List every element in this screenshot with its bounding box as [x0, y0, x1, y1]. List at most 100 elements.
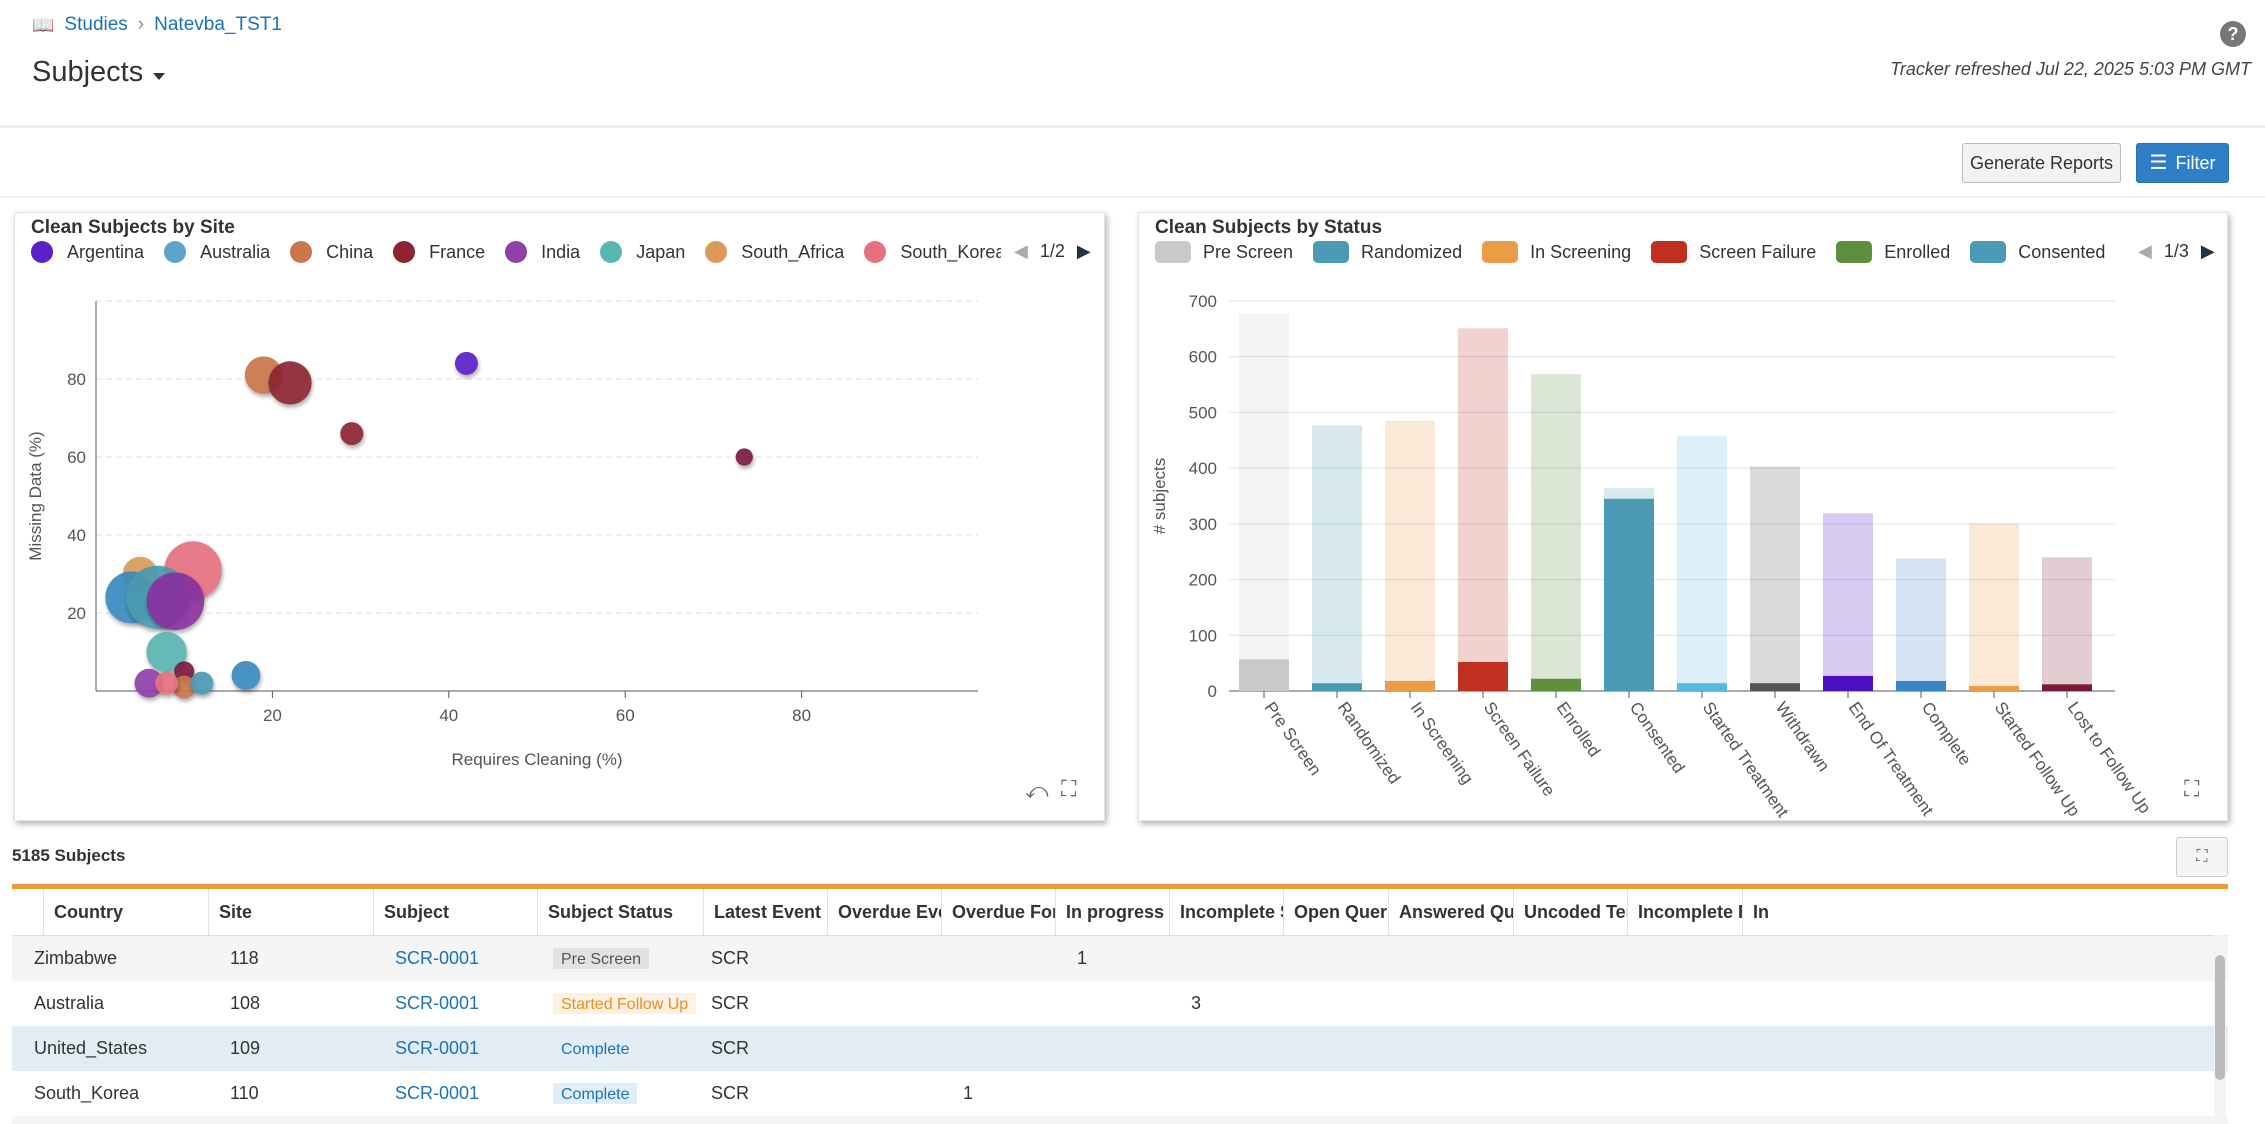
- country-cell: South_Korea: [34, 1083, 140, 1103]
- legend-label: South_Korea: [900, 241, 1001, 262]
- y-axis-label: Missing Data (%): [26, 431, 45, 560]
- legend-label: South_Africa: [741, 241, 845, 262]
- bubble: [174, 661, 195, 682]
- column-header[interactable]: In: [1742, 889, 1782, 935]
- bubble: [231, 661, 261, 690]
- column-header[interactable]: Latest Event: [703, 889, 827, 935]
- column-header[interactable]: Open Queries: [1283, 889, 1388, 935]
- bar-total: [1677, 435, 1727, 691]
- bar-total: [2042, 557, 2092, 691]
- legend-item[interactable]: Consented: [1970, 241, 2105, 263]
- legend-item[interactable]: Pre Screen: [1155, 241, 1293, 263]
- table-row[interactable]: South_Korea 110 SCR-0001 Complete SCR 1: [12, 1071, 2228, 1116]
- breadcrumb-studies[interactable]: Studies: [64, 14, 128, 35]
- legend-item[interactable]: In Screening: [1482, 241, 1631, 263]
- legend-item[interactable]: India: [505, 241, 580, 263]
- page-title-dropdown[interactable]: Subjects: [32, 56, 166, 89]
- legend-item[interactable]: France: [393, 241, 485, 263]
- x-tick-label: In Screening: [1407, 698, 1477, 787]
- y-tick-label: 500: [1189, 403, 1217, 422]
- scrollbar-thumb[interactable]: [2215, 955, 2225, 1080]
- column-header[interactable]: Uncoded Terms: [1513, 889, 1627, 935]
- bar-clean: [1677, 683, 1727, 691]
- page-title: Subjects: [32, 56, 144, 88]
- legend-label: Pre Screen: [1203, 241, 1294, 262]
- bar-total: [1896, 558, 1946, 691]
- column-header[interactable]: Overdue Forms: [941, 889, 1055, 935]
- chevron-right-icon: ›: [137, 14, 145, 35]
- bar-clean: [1385, 680, 1435, 691]
- legend-item[interactable]: South_Korea: [864, 241, 1001, 263]
- subject-link[interactable]: SCR-0001: [395, 993, 480, 1013]
- bubble: [146, 631, 187, 673]
- column-header[interactable]: In progress Form: [1055, 889, 1169, 935]
- legend-item[interactable]: Argentina: [31, 241, 144, 263]
- legend-label: Enrolled: [1884, 241, 1951, 262]
- prev-page-icon[interactable]: ◀: [2138, 241, 2152, 261]
- chart-legend: Pre Screen Randomized In Screening Screen F…: [1155, 241, 2125, 263]
- legend-item[interactable]: China: [290, 241, 373, 263]
- x-tick-label: Pre Screen: [1261, 698, 1325, 779]
- status-badge: Complete: [553, 1083, 638, 1104]
- legend-marker: [1970, 241, 2007, 263]
- next-page-icon[interactable]: ▶: [2200, 241, 2215, 261]
- legend-item[interactable]: Japan: [600, 241, 685, 263]
- reset-icon[interactable]: ⤺: [1025, 778, 1049, 803]
- subject-link[interactable]: SCR-0001: [395, 1083, 480, 1103]
- table-row[interactable]: Zimbabwe 118 SCR-0001 Pre Screen SCR 1: [12, 936, 2228, 981]
- column-header[interactable]: Site: [208, 889, 373, 935]
- column-header[interactable]: Subject Status: [537, 889, 703, 935]
- subject-link[interactable]: SCR-0001: [395, 1038, 480, 1058]
- bubble: [268, 361, 312, 405]
- column-header[interactable]: Answered Queries: [1388, 889, 1513, 935]
- filter-button[interactable]: ☰ Filter: [2136, 143, 2229, 183]
- bar-total: [1239, 313, 1289, 691]
- latest-event-cell: SCR: [711, 1083, 750, 1103]
- status-badge: Pre Screen: [553, 948, 650, 969]
- table-row[interactable]: Australia 108 SCR-0001 Started Follow Up SCR…: [12, 981, 2228, 1026]
- subject-link[interactable]: SCR-0001: [395, 948, 480, 968]
- bar-clean: [1896, 680, 1946, 691]
- scatter-plot: 20 40 60 80 20 40 60 80 Requires Cleaning (%) Mis…: [26, 300, 978, 769]
- latest-event-cell: SCR: [711, 948, 750, 968]
- next-page-icon[interactable]: ▶: [1076, 241, 1091, 261]
- y-tick-label: 20: [67, 604, 86, 623]
- site-cell: 108: [230, 993, 261, 1013]
- help-icon[interactable]: ?: [2220, 21, 2246, 47]
- bar-clean: [1531, 678, 1581, 691]
- legend-marker: [31, 241, 53, 263]
- bubble: [735, 448, 753, 466]
- overdue-forms-cell: 1: [963, 1083, 974, 1103]
- status-badge: Complete: [537, 1083, 703, 1104]
- bubble: [172, 675, 196, 699]
- legend-label: Australia: [200, 241, 271, 262]
- column-header[interactable]: Country: [43, 889, 208, 935]
- x-tick-label: 20: [263, 706, 282, 725]
- legend-item[interactable]: Screen Failure: [1651, 241, 1816, 263]
- breadcrumb-study[interactable]: Natevba_TST1: [154, 14, 282, 35]
- legend-label: China: [326, 241, 374, 262]
- prev-page-icon[interactable]: ◀: [1014, 241, 1028, 261]
- column-header[interactable]: Overdue Events: [827, 889, 941, 935]
- generate-reports-button[interactable]: Generate Reports: [1962, 143, 2121, 183]
- legend-item[interactable]: Randomized: [1313, 241, 1462, 263]
- bubble: [190, 671, 214, 695]
- expand-table-button[interactable]: ⛶: [2176, 837, 2228, 877]
- x-tick-label: 40: [439, 706, 458, 725]
- legend-item[interactable]: South_Africa: [705, 241, 844, 263]
- legend-item[interactable]: Enrolled: [1836, 241, 1950, 263]
- legend-marker: [505, 241, 528, 263]
- y-tick-label: 200: [1189, 571, 1217, 590]
- fullscreen-icon[interactable]: ⛶: [1061, 776, 1077, 801]
- x-tick-label: Complete: [1918, 698, 1975, 769]
- column-header[interactable]: Incomplete Revi: [1627, 889, 1742, 935]
- legend-marker: [600, 241, 623, 263]
- table-row[interactable]: [12, 1116, 2228, 1124]
- book-icon: 📖: [32, 14, 55, 35]
- table-row[interactable]: United_States 109 SCR-0001 Complete SCR: [12, 1026, 2228, 1071]
- filter-label: Filter: [2175, 152, 2216, 173]
- column-header[interactable]: Incomplete SDV: [1169, 889, 1283, 935]
- legend-item[interactable]: Australia: [164, 241, 270, 263]
- column-header[interactable]: Subject: [373, 889, 537, 935]
- fullscreen-icon[interactable]: ⛶: [2184, 776, 2200, 801]
